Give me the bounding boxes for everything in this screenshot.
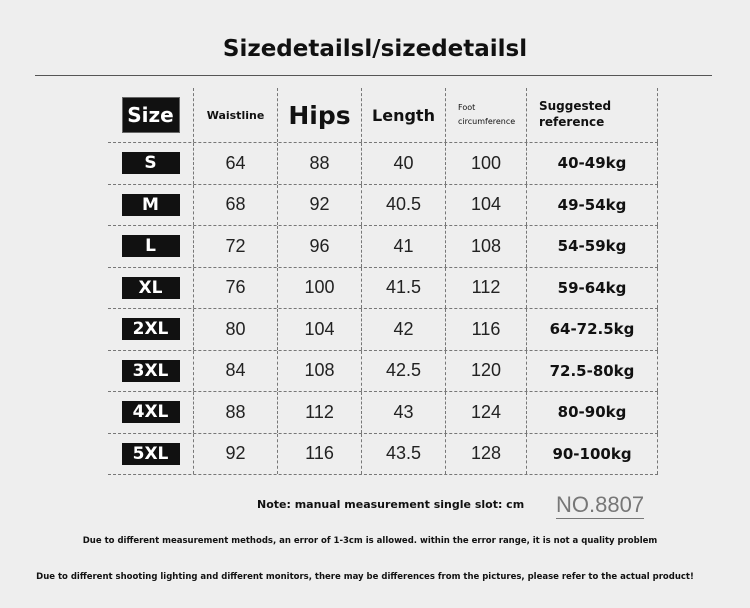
cell-foot-circumference: 104	[470, 194, 502, 215]
cell-foot-circumference: 128	[470, 443, 502, 464]
cell-waistline: 72	[225, 235, 246, 256]
header-length: Length	[362, 88, 446, 142]
disclaimer-lighting: Due to different shooting lighting and d…	[36, 572, 694, 582]
cell-suggested-reference: 64-72.5kg	[549, 320, 635, 339]
cell-foot-circumference: 120	[470, 360, 502, 381]
cell-suggested-reference: 72.5-80kg	[549, 361, 635, 380]
cell-size: XL	[121, 276, 180, 299]
cell-foot-circumference: 100	[470, 152, 502, 173]
cell-suggested-reference: 40-49kg	[557, 154, 627, 173]
table-row: XL 76 100 41.5 112 59-64kg	[108, 267, 658, 309]
cell-size: 5XL	[121, 442, 180, 465]
cell-size: M	[121, 193, 180, 216]
cell-waistline: 80	[225, 318, 246, 339]
cell-waistline: 84	[225, 360, 246, 381]
cell-length: 40.5	[385, 194, 422, 215]
cell-length: 43.5	[385, 443, 422, 464]
cell-waistline: 92	[225, 443, 246, 464]
divider	[35, 75, 712, 76]
cell-suggested-reference: 90-100kg	[552, 444, 632, 463]
measurement-note: Note: manual measurement single slot: cm	[257, 498, 525, 511]
table-row: 5XL 92 116 43.5 128 90-100kg	[108, 433, 658, 475]
cell-hips: 116	[305, 443, 334, 464]
header-suggested-reference: Suggested reference	[527, 88, 658, 142]
cell-hips: 92	[309, 194, 330, 215]
cell-length: 42.5	[385, 360, 422, 381]
header-waistline: Waistline	[194, 88, 278, 142]
cell-hips: 100	[304, 277, 335, 298]
table-row: M 68 92 40.5 104 49-54kg	[108, 184, 658, 226]
model-number: NO.8807	[556, 492, 645, 519]
cell-waistline: 88	[225, 401, 246, 422]
cell-waistline: 76	[225, 277, 246, 298]
header-size: Size	[121, 97, 180, 133]
size-table: Size Waistline Hips Length Foot circumfe…	[108, 88, 658, 475]
cell-waistline: 64	[225, 152, 246, 173]
cell-size: 4XL	[121, 401, 180, 424]
cell-length: 41	[393, 235, 414, 256]
cell-suggested-reference: 80-90kg	[557, 403, 627, 422]
cell-suggested-reference: 54-59kg	[557, 237, 627, 256]
cell-foot-circumference: 112	[471, 277, 501, 298]
cell-size: 3XL	[121, 359, 180, 382]
page-title: Sizedetailsl/sizedetailsl	[222, 36, 528, 62]
cell-hips: 96	[309, 235, 330, 256]
cell-length: 43	[393, 401, 414, 422]
cell-foot-circumference: 124	[470, 401, 502, 422]
cell-size: 2XL	[121, 318, 180, 341]
cell-suggested-reference: 49-54kg	[557, 195, 627, 214]
cell-size: S	[121, 152, 180, 175]
cell-size: L	[121, 235, 180, 258]
cell-waistline: 68	[225, 194, 246, 215]
cell-foot-circumference: 108	[470, 235, 502, 256]
table-row: 3XL 84 108 42.5 120 72.5-80kg	[108, 350, 658, 392]
cell-length: 41.5	[385, 277, 422, 298]
disclaimer-measurement: Due to different measurement methods, an…	[82, 536, 658, 546]
cell-foot-circumference: 116	[471, 318, 501, 339]
cell-hips: 112	[305, 401, 334, 422]
cell-length: 40	[393, 152, 414, 173]
cell-hips: 104	[304, 318, 335, 339]
table-header: Size Waistline Hips Length Foot circumfe…	[108, 88, 658, 143]
table-row: 4XL 88 112 43 124 80-90kg	[108, 392, 658, 434]
cell-hips: 88	[309, 152, 330, 173]
cell-length: 42	[393, 318, 414, 339]
table-row: S 64 88 40 100 40-49kg	[108, 143, 658, 185]
table-row: 2XL 80 104 42 116 64-72.5kg	[108, 309, 658, 351]
header-foot-circumference: Foot circumference	[446, 88, 527, 142]
cell-suggested-reference: 59-64kg	[557, 278, 627, 297]
header-hips: Hips	[278, 88, 362, 142]
table-row: L 72 96 41 108 54-59kg	[108, 226, 658, 268]
cell-hips: 108	[304, 360, 335, 381]
